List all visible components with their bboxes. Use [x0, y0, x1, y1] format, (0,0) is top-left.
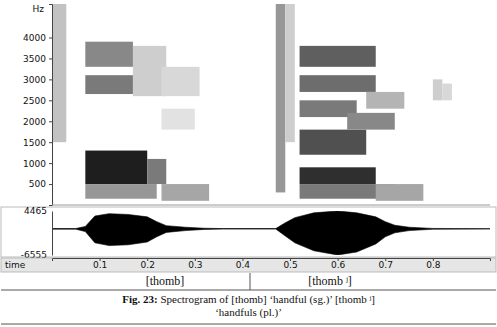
plot-background	[52, 4, 490, 205]
tick-label: 3500	[23, 54, 46, 64]
cell	[133, 46, 166, 96]
tick: 0.8	[426, 258, 441, 270]
x-axis-line	[52, 205, 490, 206]
tick-label: 0.4	[236, 260, 251, 270]
tick-label: 2500	[23, 96, 46, 106]
tick: 2000	[23, 117, 52, 127]
figure: 500 1000 1500 2000 2500 3000 3500 4000 Hz 4465-65…	[0, 0, 497, 327]
rule	[250, 273, 251, 290]
cell	[376, 184, 424, 201]
tick-label: 2000	[23, 117, 46, 127]
x-axis: 0.1 0.2 0.3 0.4 0.5 0.6 0.7 0.8	[53, 258, 491, 270]
tick-label: 3000	[23, 75, 46, 85]
tick-label: 0.2	[141, 260, 155, 270]
tick: 3000	[23, 75, 52, 85]
cell	[300, 46, 376, 67]
rule	[1, 290, 496, 291]
tick-mark	[49, 121, 52, 122]
tick-label: 1000	[23, 159, 46, 169]
caption-text: Spectrogram of [thomb] ‘handful (sg.)’ […	[158, 293, 375, 306]
tick-mark	[49, 100, 52, 101]
cell	[162, 67, 200, 96]
example-label: [thomb]	[146, 274, 185, 288]
y-axis: 500 1000 1500 2000 2500 3000 3500 4000	[23, 5, 52, 206]
x-axis-line	[53, 259, 491, 262]
tick-label: 0.7	[379, 260, 393, 270]
axis-title: Hz	[33, 4, 45, 14]
rule	[1, 324, 496, 325]
example-label: [thomb ʲ]	[308, 274, 352, 288]
tick: 4000	[23, 33, 52, 43]
tick: 0.5	[283, 258, 297, 270]
tick: 0.1	[93, 258, 107, 270]
tick-mark	[49, 58, 52, 59]
tick: 0.3	[188, 258, 202, 270]
cell	[85, 184, 156, 199]
cell	[147, 159, 166, 184]
cell	[347, 113, 395, 130]
time-row	[1, 258, 496, 272]
tick-label: 0.1	[93, 260, 107, 270]
cell	[85, 42, 133, 67]
tick-mark	[49, 184, 52, 185]
cell	[300, 75, 376, 92]
tick: 4465	[24, 206, 52, 216]
tick: 2500	[23, 96, 52, 106]
tick: 3500	[23, 54, 52, 64]
tick: 0.6	[331, 258, 346, 270]
cell	[85, 75, 133, 94]
tick-mark	[49, 142, 52, 143]
caption: [thomb] [thomb ʲ] Fig. 23: Spectrogram of …	[1, 273, 496, 324]
cell	[276, 4, 286, 192]
cell	[162, 184, 210, 201]
panel-frame	[1, 207, 496, 257]
tick: 1500	[23, 138, 52, 148]
tick: 0.7	[379, 258, 393, 270]
caption-label: Fig. 23:	[122, 293, 157, 305]
tick-label: 0.5	[283, 260, 297, 270]
cell	[442, 84, 452, 101]
tick-label: 4000	[23, 33, 46, 43]
cell	[162, 109, 195, 130]
y-axis: 4465-6555	[21, 206, 53, 260]
cell	[85, 151, 147, 185]
cell	[300, 167, 376, 184]
tick: 1000	[23, 159, 52, 169]
tick-label: 4465	[24, 206, 47, 216]
tick-label: 500	[29, 179, 46, 189]
cell	[285, 4, 295, 142]
waveform	[52, 211, 490, 255]
y-axis-line	[49, 5, 53, 206]
cell	[366, 92, 404, 109]
cell	[52, 4, 66, 142]
axis-title: time	[5, 260, 26, 270]
tick: 0.2	[141, 258, 155, 270]
cells	[52, 4, 452, 201]
caption-line: ‘handfuls (pl.)’	[215, 306, 282, 319]
tick-label: 0.6	[331, 260, 346, 270]
cell	[300, 130, 367, 155]
tick-label: 1500	[23, 138, 46, 148]
tick-mark	[49, 79, 52, 80]
caption-line: Fig. 23: Spectrogram of [thomb] ‘handful…	[122, 293, 375, 306]
tick-mark	[49, 38, 52, 39]
waveform-envelope	[52, 211, 490, 255]
tick-label: 0.8	[426, 260, 441, 270]
caption-text: ‘handfuls (pl.)’	[215, 306, 282, 319]
tick: 0.4	[236, 258, 251, 270]
y-axis-line	[52, 212, 53, 256]
cell	[433, 79, 443, 100]
tick: 500	[29, 179, 52, 189]
tick-mark	[49, 163, 52, 164]
tick-label: 0.3	[188, 260, 202, 270]
